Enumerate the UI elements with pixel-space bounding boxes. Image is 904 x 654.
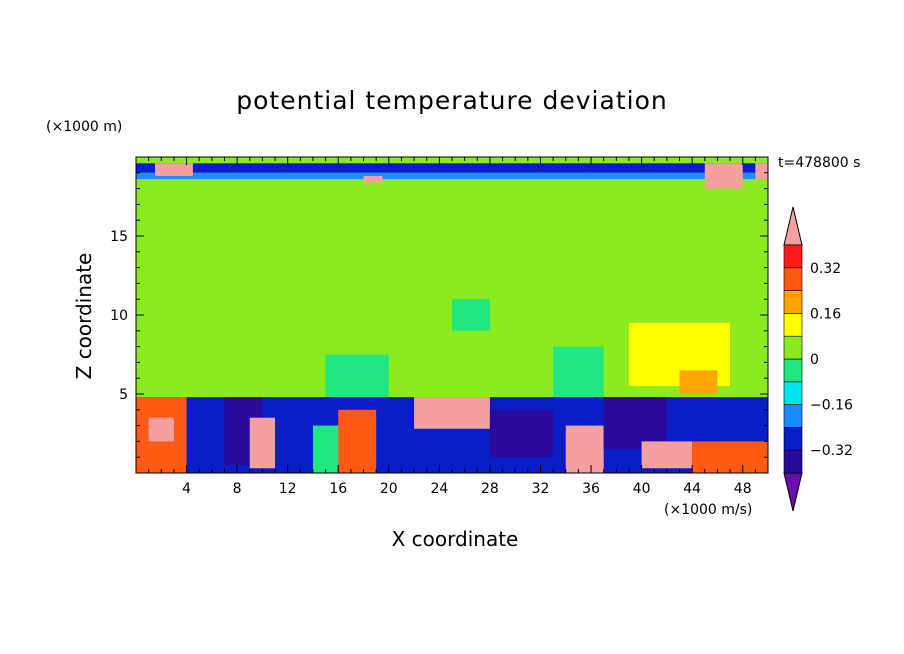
- x-tick-label: 44: [683, 481, 701, 497]
- colorbar-max-triangle: [783, 206, 803, 246]
- chart-title: potential temperature deviation: [236, 86, 668, 115]
- field-region: [489, 409, 554, 458]
- field-region: [679, 370, 718, 394]
- field-region: [414, 397, 490, 429]
- colorbar-band: [783, 335, 803, 360]
- field-region: [692, 441, 768, 473]
- colorbar-label: −0.16: [810, 398, 853, 414]
- field-region: [363, 175, 383, 183]
- field-region: [704, 163, 743, 189]
- x-tick-label: 28: [481, 481, 499, 497]
- y-tick-label: 10: [110, 308, 128, 324]
- colorbar-min-triangle: [783, 472, 803, 512]
- field-region: [325, 354, 389, 398]
- colorbar-band: [783, 427, 803, 451]
- y-axis-units: (×1000 m): [46, 119, 123, 135]
- field-region: [755, 163, 768, 180]
- x-tick-label: 24: [430, 481, 448, 497]
- x-axis-label: X coordinate: [391, 527, 519, 551]
- y-tick-label: 5: [119, 387, 128, 403]
- field-region: [154, 163, 193, 176]
- field-region: [148, 417, 174, 442]
- field-region: [338, 409, 377, 473]
- x-tick-label: 32: [532, 481, 550, 497]
- x-tick-label: 8: [233, 481, 242, 497]
- x-tick-label: 36: [582, 481, 600, 497]
- colorbar-band: [783, 290, 803, 314]
- field-region: [641, 441, 693, 469]
- colorbar-band: [783, 313, 803, 337]
- colorbar-band: [783, 358, 803, 383]
- colorbar-label: 0.16: [810, 306, 841, 322]
- field-region: [565, 425, 604, 473]
- x-tick-label: 16: [329, 481, 347, 497]
- y-tick-label: 15: [110, 229, 128, 245]
- x-axis-units: (×1000 m/s): [664, 502, 753, 518]
- colorbar-band: [783, 381, 803, 405]
- x-tick-label: 48: [734, 481, 752, 497]
- field-region: [136, 163, 768, 173]
- x-tick-label: 4: [182, 481, 191, 497]
- field-region: [452, 299, 490, 331]
- field-region: [136, 172, 768, 180]
- colorbar-label: −0.32: [810, 443, 853, 459]
- colorbar-band: [783, 267, 803, 291]
- x-tick-label: 12: [279, 481, 297, 497]
- time-label: t=478800 s: [778, 155, 861, 171]
- colorbar-band: [783, 449, 803, 474]
- field-region: [553, 346, 604, 398]
- field-region: [249, 417, 276, 469]
- field-region: [148, 315, 326, 379]
- colorbar-label: 0.32: [810, 261, 841, 277]
- field-region: [603, 397, 667, 450]
- colorbar-band: [783, 244, 803, 269]
- colorbar-band: [783, 404, 803, 428]
- x-tick-label: 20: [380, 481, 398, 497]
- colorbar-label: 0: [810, 352, 819, 368]
- x-tick-label: 40: [633, 481, 651, 497]
